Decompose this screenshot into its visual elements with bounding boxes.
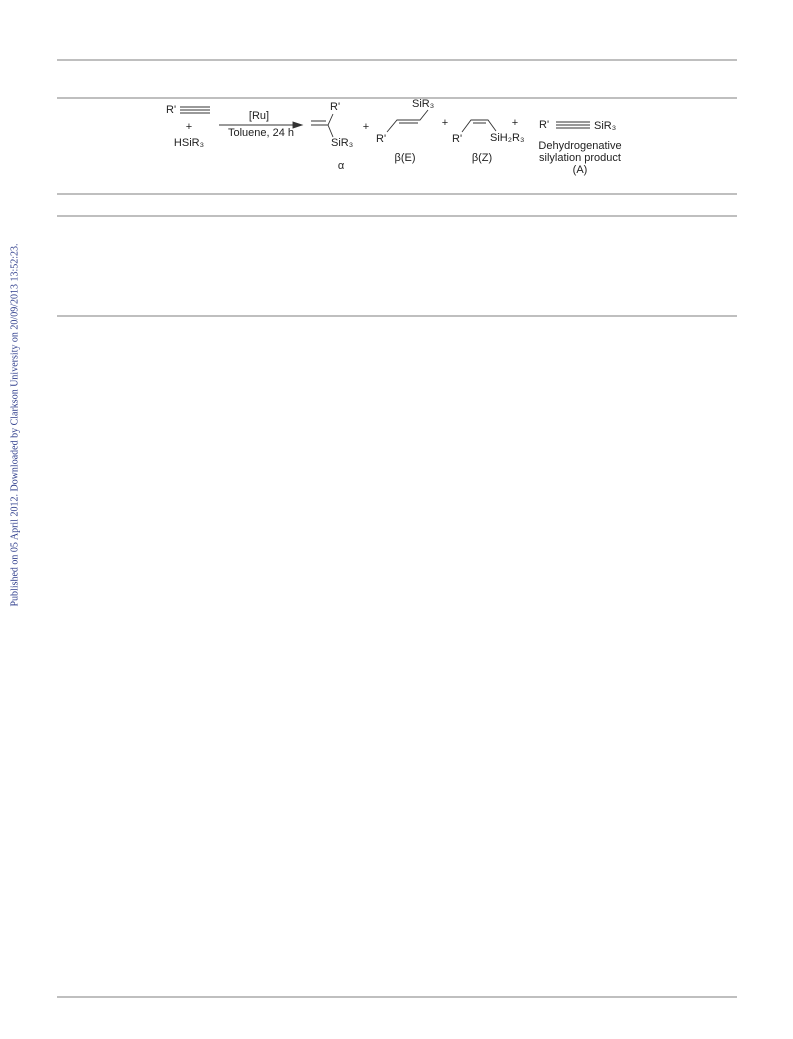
reagent: HSiR₃ — [174, 137, 204, 149]
product-label: α — [338, 160, 345, 172]
plus: + — [442, 117, 448, 129]
substituent: R' — [452, 133, 462, 145]
conditions: Toluene, 24 h — [228, 127, 294, 139]
bond — [461, 119, 497, 133]
substituent: SiR₃ — [412, 98, 434, 110]
substituent: SiR₃ — [331, 137, 353, 149]
bond — [386, 109, 429, 133]
substituent: R' — [539, 119, 549, 131]
plus: + — [363, 121, 369, 133]
product-label: β(Z) — [472, 152, 492, 164]
bond — [180, 106, 210, 114]
bond — [311, 113, 334, 138]
substituent: SiH₂R₃ — [490, 132, 524, 144]
substituent: R' — [166, 104, 176, 116]
product-label: (A) — [573, 164, 588, 176]
bond — [556, 121, 590, 129]
plus: + — [186, 121, 192, 133]
catalyst: [Ru] — [249, 110, 269, 122]
substituent: R' — [376, 133, 386, 145]
arrow-head — [292, 121, 304, 129]
side-note: Published on 05 April 2012. Downloaded b… — [9, 243, 20, 606]
product-name: silylation product — [539, 152, 621, 164]
plus: + — [512, 117, 518, 129]
product-name: Dehydrogenative — [538, 140, 621, 152]
substituent: SiR₃ — [594, 120, 616, 132]
product-label: β(E) — [395, 152, 416, 164]
substituent: R' — [330, 101, 340, 113]
